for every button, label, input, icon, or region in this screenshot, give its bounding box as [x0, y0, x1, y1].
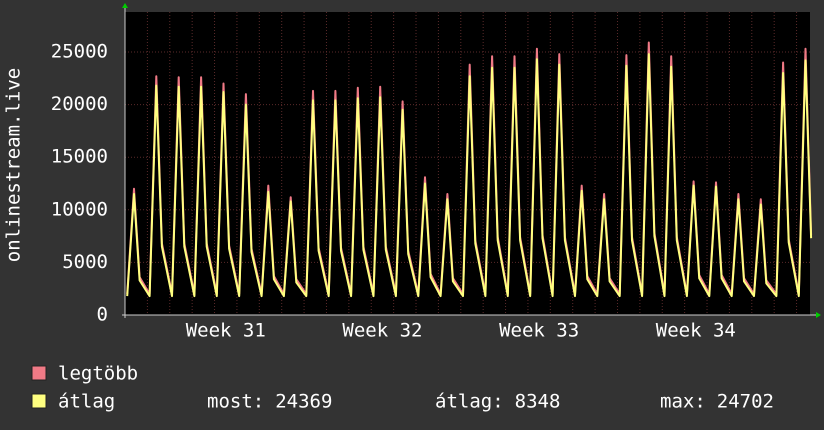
y-tick-label: 25000 — [51, 40, 108, 62]
legend-swatch — [31, 365, 47, 381]
y-tick-label: 10000 — [51, 198, 108, 220]
x-tick-label: Week 34 — [656, 320, 736, 342]
series-line — [126, 53, 813, 298]
stat-label: most: — [207, 391, 264, 413]
legend-label: átlag — [58, 391, 115, 413]
y-tick-label: 20000 — [51, 93, 108, 115]
y-axis-label: onlinestream.live — [3, 68, 25, 262]
x-tick-label: Week 33 — [499, 320, 579, 342]
x-tick-label: Week 32 — [342, 320, 422, 342]
x-tick-label: Week 31 — [186, 320, 266, 342]
stat-label: max: — [660, 391, 706, 413]
y-tick-label: 0 — [97, 304, 108, 326]
x-axis-arrow — [816, 312, 821, 318]
stat-value: 24702 — [717, 391, 774, 413]
y-axis-arrow — [122, 3, 128, 8]
legend-swatch — [31, 393, 47, 409]
y-tick-label: 5000 — [62, 251, 108, 273]
legend-label: legtöbb — [58, 363, 138, 385]
stat-value: 24369 — [275, 391, 332, 413]
y-tick-label: 15000 — [51, 146, 108, 168]
stat-value: 8348 — [515, 391, 561, 413]
stat-label: átlag: — [435, 391, 504, 413]
